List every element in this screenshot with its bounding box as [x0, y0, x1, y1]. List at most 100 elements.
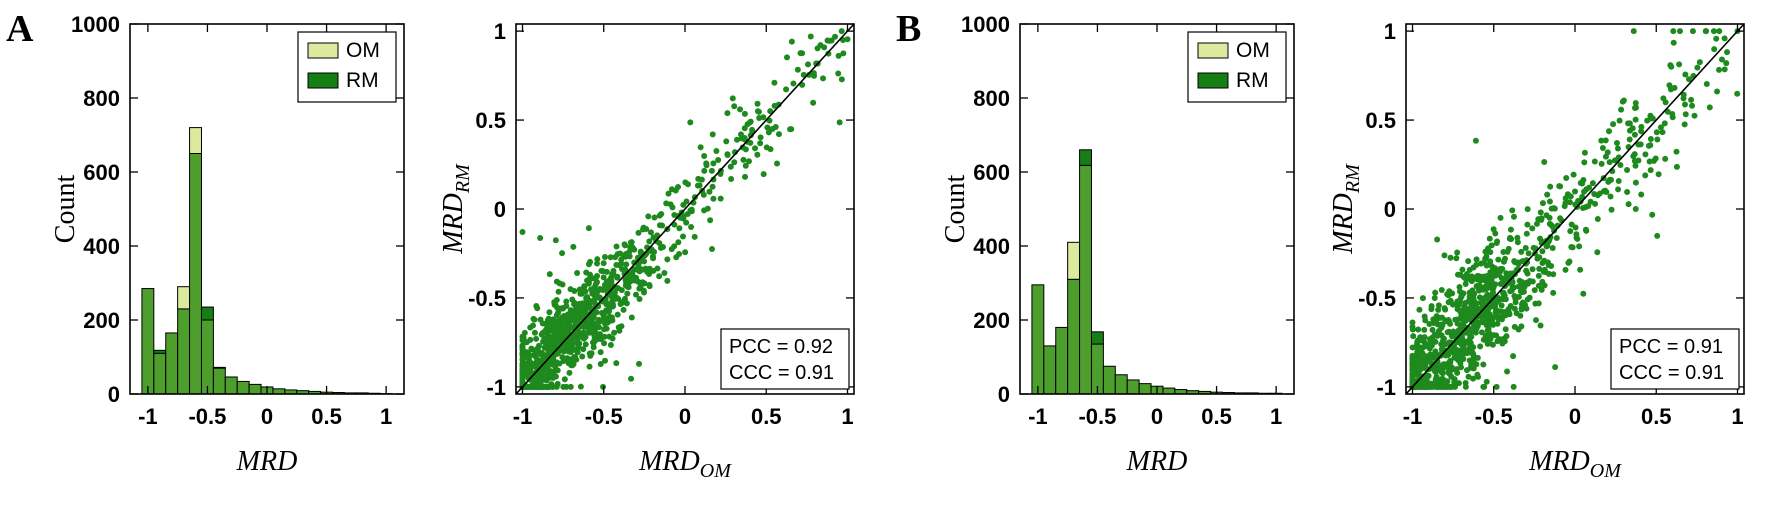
scatter-point — [1438, 346, 1445, 353]
scatter-point — [1598, 137, 1605, 144]
scatter-point — [1670, 28, 1677, 35]
x-tick-label: 0 — [261, 404, 273, 429]
scatter-point — [1582, 226, 1589, 233]
scatter-point — [683, 198, 690, 205]
scatter-point — [1470, 356, 1477, 363]
scatter-point — [1647, 167, 1654, 174]
scatter-point — [738, 135, 745, 142]
scatter-point — [554, 304, 561, 311]
scatter-point — [534, 345, 541, 352]
scatter-point — [1409, 356, 1416, 363]
scatter-point — [1567, 228, 1574, 235]
scatter-point — [754, 100, 761, 107]
scatter-point — [606, 308, 613, 315]
scatter-point — [1667, 62, 1674, 69]
scatter-point — [1681, 121, 1688, 128]
scatter-point — [1523, 267, 1530, 274]
scatter-point — [585, 225, 592, 232]
scatter-point — [1487, 258, 1494, 265]
scatter-point — [1613, 139, 1620, 146]
scatter-point — [1666, 82, 1673, 89]
y-tick-label: 400 — [83, 234, 120, 259]
scatter-point — [624, 290, 631, 297]
histogram-bar — [200, 319, 214, 395]
scatter-point — [545, 383, 552, 390]
scatter-point — [539, 320, 546, 327]
histogram-bar — [1055, 326, 1069, 395]
scatter-point — [1483, 315, 1490, 322]
scatter-point — [1682, 111, 1689, 118]
scatter-point — [1435, 302, 1442, 309]
scatter-point — [1581, 149, 1588, 156]
scatter-point — [731, 159, 738, 166]
scatter-point — [611, 329, 618, 336]
scatter-point — [583, 330, 590, 337]
scatter-point — [564, 325, 571, 332]
scatter-point — [1564, 191, 1571, 198]
scatter-point — [775, 131, 782, 138]
histogram-chart-B: -1 -0.5 0 0.5 1 0 200 400 600 800 1000 Count MRD OM RM — [936, 8, 1304, 499]
scatter-point — [656, 240, 663, 247]
legend-swatch-om — [1197, 42, 1229, 59]
scatter-point — [1432, 289, 1439, 296]
scatter-point — [744, 121, 751, 128]
scatter-point — [651, 248, 658, 255]
scatter-point — [545, 336, 552, 343]
scatter-point — [687, 119, 694, 126]
scatter-point — [691, 233, 698, 240]
scatter-point — [1421, 339, 1428, 346]
scatter-point — [1507, 288, 1514, 295]
scatter-point — [1566, 258, 1573, 265]
histogram-bar — [212, 367, 226, 395]
scatter-point — [703, 162, 710, 169]
scatter-point — [1438, 286, 1445, 293]
y-tick-label: 200 — [83, 308, 120, 333]
scatter-point — [1625, 120, 1632, 127]
scatter-point — [1446, 369, 1453, 376]
scatter-point — [729, 95, 736, 102]
scatter-point — [1702, 28, 1709, 35]
stats-box: PCC = 0.92 CCC = 0.91 — [720, 328, 850, 390]
scatter-point — [1500, 248, 1507, 255]
scatter-point — [1714, 88, 1721, 95]
y-tick-label: 0 — [1384, 197, 1396, 222]
scatter-point — [1630, 28, 1637, 35]
scatter-point — [1507, 226, 1514, 233]
scatter-point — [559, 281, 566, 288]
scatter-point — [1591, 158, 1598, 165]
scatter-point — [531, 329, 538, 336]
histogram-bar — [236, 380, 250, 395]
scatter-point — [1470, 326, 1477, 333]
scatter-point — [1440, 337, 1447, 344]
scatter-point — [1430, 316, 1437, 323]
scatter-point — [1531, 287, 1538, 294]
scatter-point — [551, 331, 558, 338]
scatter-point — [1455, 380, 1462, 387]
axes: -1 -0.5 0 0.5 1 -1 -0.5 0 0.5 1 — [468, 19, 855, 429]
scatter-point — [647, 229, 654, 236]
scatter-point — [1426, 320, 1433, 327]
histogram-bar — [1067, 278, 1081, 395]
scatter-point — [597, 360, 604, 367]
scatter-point — [1580, 177, 1587, 184]
scatter-point — [521, 329, 528, 336]
scatter-point — [553, 296, 560, 303]
scatter-point — [1465, 373, 1472, 380]
scatter-point — [1556, 183, 1563, 190]
scatter-point — [1696, 59, 1703, 66]
scatter-point — [1419, 362, 1426, 369]
histogram-bar — [165, 332, 179, 395]
scatter-point — [573, 356, 580, 363]
scatter-point — [1444, 383, 1451, 390]
scatter-point — [597, 331, 604, 338]
scatter-point — [1681, 101, 1688, 108]
scatter-point — [697, 144, 704, 151]
x-axis-label: MRD — [236, 446, 298, 477]
scatter-point — [591, 335, 598, 342]
scatter-point — [1419, 344, 1426, 351]
scatter-point — [1638, 128, 1645, 135]
scatter-point — [1691, 112, 1698, 119]
scatter-point — [1505, 306, 1512, 313]
histogram-bar-cap — [189, 127, 202, 154]
scatter-point — [764, 124, 771, 131]
